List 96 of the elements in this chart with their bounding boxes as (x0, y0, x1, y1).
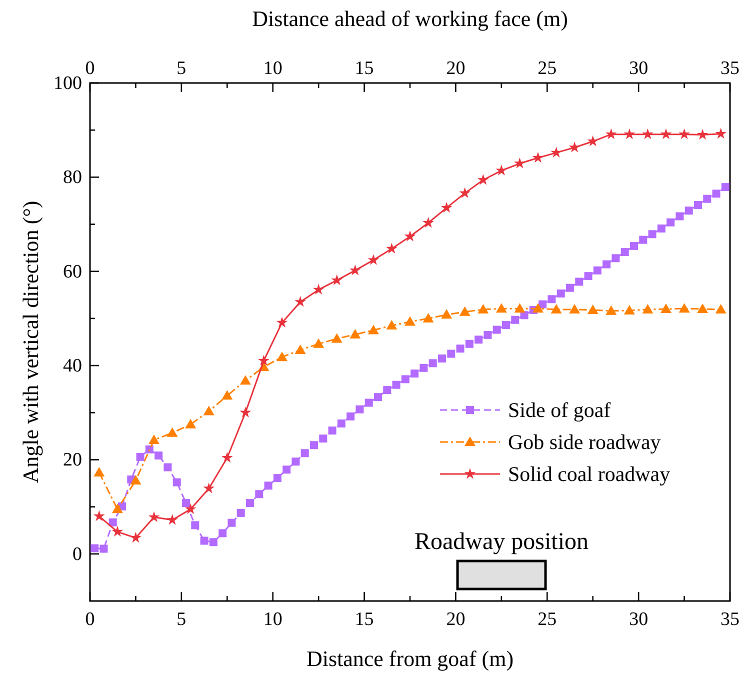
y-axis-title: Angle with vertical direction (°) (18, 200, 43, 484)
point (550, 146, 562, 158)
point (606, 305, 617, 315)
point (386, 242, 398, 254)
point (130, 532, 142, 543)
point (496, 164, 508, 176)
point (312, 284, 324, 295)
y-tick-label: 20 (63, 450, 82, 471)
x-tick-label: 35 (720, 58, 740, 79)
point (258, 354, 270, 366)
point (331, 333, 342, 343)
annotation: Roadway position (414, 529, 589, 555)
point (240, 375, 251, 385)
y-tick-label: 100 (54, 73, 82, 94)
point (112, 526, 124, 537)
point (696, 128, 708, 140)
point (477, 174, 489, 185)
point (203, 482, 215, 494)
point (130, 474, 142, 484)
point (222, 390, 233, 400)
legend-label: Solid coal roadway (508, 462, 671, 486)
point (514, 303, 526, 313)
point (166, 514, 178, 525)
point (368, 254, 380, 265)
point (678, 128, 690, 140)
point (441, 309, 452, 319)
point (349, 264, 361, 276)
y-tick-label: 40 (63, 356, 82, 377)
x2-tick-label: 5 (176, 609, 186, 630)
y-tick-label: 0 (72, 544, 82, 565)
point (313, 338, 324, 348)
legend-label: Side of goaf (508, 398, 611, 422)
point (240, 406, 252, 418)
point (624, 128, 636, 140)
point (478, 304, 489, 314)
point (569, 304, 580, 314)
point (350, 328, 361, 338)
point (422, 312, 434, 322)
point (148, 434, 160, 444)
x2-tick-label: 10 (263, 609, 282, 630)
point (368, 324, 379, 334)
point (697, 304, 708, 314)
point (642, 128, 654, 140)
point (276, 352, 288, 362)
x-tick-label: 0 (85, 58, 95, 79)
point (459, 187, 471, 198)
x2-axis-title: Distance ahead of working face (m) (252, 6, 568, 31)
point (568, 142, 580, 152)
point (112, 504, 123, 514)
x2-tick-label: 30 (629, 609, 648, 630)
point (148, 511, 160, 522)
x-tick-label: 5 (176, 58, 186, 79)
x-tick-label: 10 (263, 58, 282, 79)
x2-tick-label: 20 (446, 609, 466, 630)
point (404, 316, 416, 326)
x2-tick-label: 35 (720, 609, 740, 630)
point (624, 304, 635, 314)
point (94, 466, 105, 476)
point (166, 427, 178, 437)
point (642, 304, 654, 314)
point (331, 274, 343, 286)
x2-tick-label: 15 (354, 609, 374, 630)
point (550, 304, 562, 314)
point (276, 316, 288, 328)
point (422, 216, 434, 228)
point (715, 128, 727, 139)
y-tick-label: 60 (63, 261, 82, 282)
point (496, 303, 507, 313)
point (93, 510, 105, 522)
point (440, 202, 452, 213)
point (221, 452, 233, 463)
x-tick-label: 15 (354, 58, 374, 79)
x2-tick-label: 0 (85, 609, 95, 630)
point (294, 344, 306, 354)
point (184, 503, 196, 514)
point (587, 304, 598, 314)
x-tick-label: 20 (446, 58, 466, 79)
x-tick-label: 30 (629, 58, 648, 79)
point (203, 406, 214, 416)
point (678, 303, 690, 313)
x-axis-title: Distance from goaf (m) (306, 646, 514, 671)
point (660, 128, 672, 140)
point (294, 296, 306, 307)
y-tick-label: 80 (63, 167, 82, 188)
x2-tick-label: 25 (538, 609, 557, 630)
point (185, 418, 196, 428)
point (605, 128, 617, 140)
point (587, 135, 599, 146)
point (386, 320, 398, 330)
x-tick-label: 25 (538, 58, 557, 79)
point (532, 303, 544, 313)
point (404, 230, 416, 242)
point (715, 304, 726, 314)
point (660, 304, 672, 314)
point (459, 306, 470, 316)
legend-label: Gob side roadway (508, 430, 662, 454)
